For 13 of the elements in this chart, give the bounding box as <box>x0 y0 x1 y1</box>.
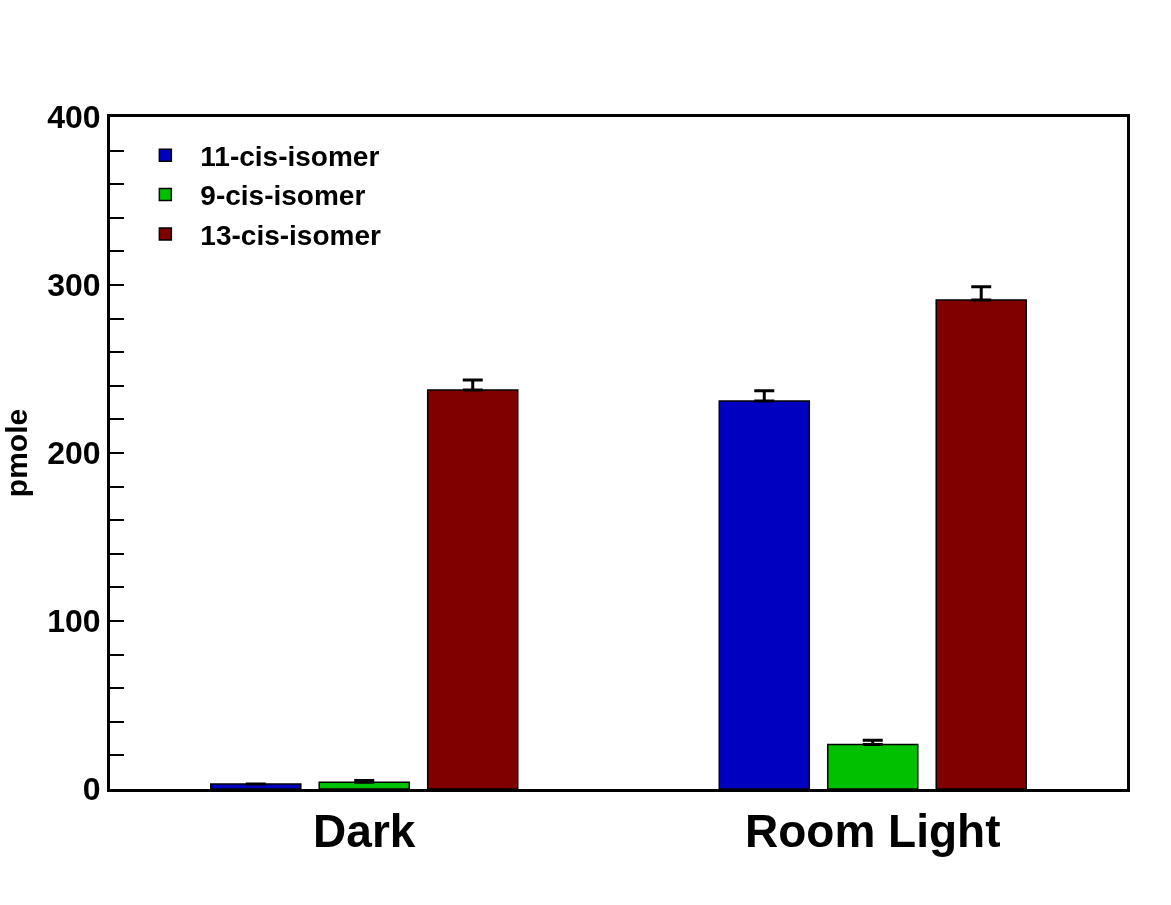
x-tick-label: Room Light <box>745 805 1001 858</box>
x-tick-label: Dark <box>313 805 416 858</box>
y-tick-label: 400 <box>47 99 101 136</box>
y-tick-label: 300 <box>47 267 101 304</box>
y-tick-label: 100 <box>47 603 101 640</box>
legend-label: 13-cis-isomer <box>200 219 381 251</box>
y-axis-title: pmole <box>0 408 33 498</box>
bar <box>210 783 302 789</box>
y-tick-label: 200 <box>47 435 101 472</box>
legend-label: 9-cis-isomer <box>200 180 366 212</box>
y-tick-label: 0 <box>82 771 101 808</box>
legend-label: 11-cis-isomer <box>200 141 380 173</box>
bar <box>826 743 919 789</box>
